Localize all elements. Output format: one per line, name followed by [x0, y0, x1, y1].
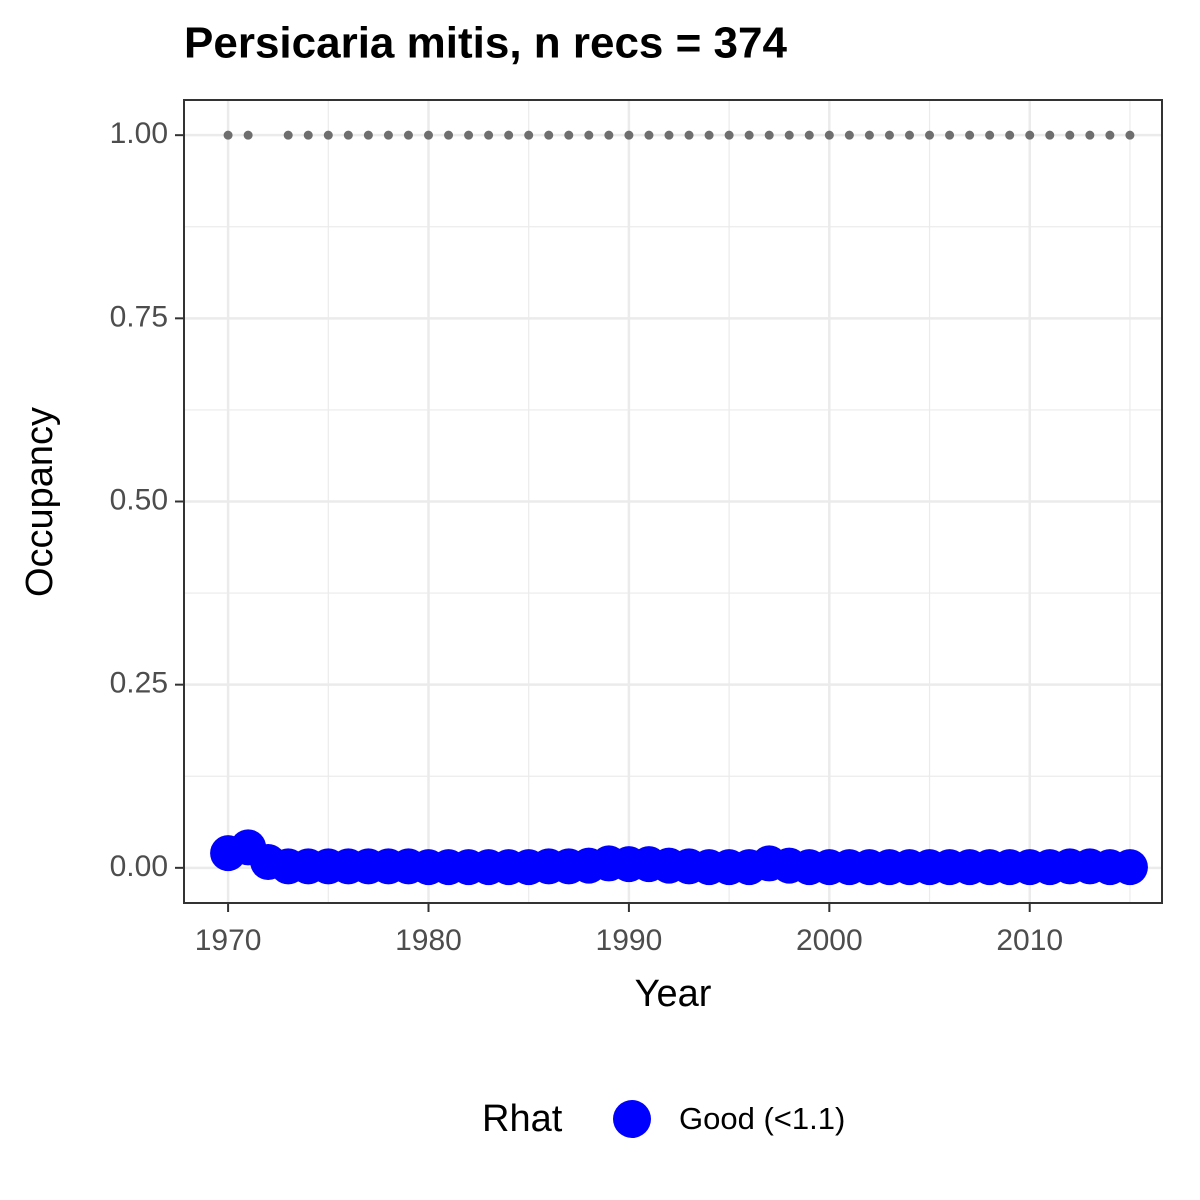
- record-dot: [1125, 130, 1135, 140]
- y-tick-label: 0.25: [110, 667, 168, 700]
- y-tick-label: 1.00: [110, 117, 168, 150]
- record-dot: [524, 130, 534, 140]
- record-dot: [824, 130, 834, 140]
- legend-title: Rhat: [482, 1098, 563, 1140]
- record-dot: [323, 130, 333, 140]
- record-dot: [363, 130, 373, 140]
- record-dot: [864, 130, 874, 140]
- x-tick-label: 1970: [195, 924, 262, 957]
- record-dot: [1005, 130, 1015, 140]
- data-point: [1111, 849, 1148, 886]
- record-dot: [804, 130, 814, 140]
- record-dot: [343, 130, 353, 140]
- record-dot: [624, 130, 634, 140]
- record-dot: [644, 130, 654, 140]
- y-tick-label: 0.00: [110, 850, 168, 883]
- x-tick-label: 2010: [996, 924, 1063, 957]
- x-tick-label: 2000: [796, 924, 863, 957]
- record-dot: [664, 130, 674, 140]
- record-dot: [283, 130, 293, 140]
- record-dot: [604, 130, 614, 140]
- record-dot: [504, 130, 514, 140]
- y-tick-label: 0.75: [110, 300, 168, 333]
- record-dot: [464, 130, 474, 140]
- record-dot: [1025, 130, 1035, 140]
- x-axis-label: Year: [635, 973, 712, 1015]
- record-dot: [243, 130, 253, 140]
- record-dot: [1105, 130, 1115, 140]
- legend-key: [613, 1100, 651, 1138]
- record-dot: [383, 130, 393, 140]
- record-dot: [223, 130, 233, 140]
- legend-label: Good (<1.1): [679, 1101, 845, 1136]
- record-dot: [764, 130, 774, 140]
- record-dot: [1045, 130, 1055, 140]
- record-dot: [724, 130, 734, 140]
- record-dot: [904, 130, 914, 140]
- record-dot: [424, 130, 433, 140]
- plot-border: [183, 99, 1163, 904]
- record-dot: [544, 130, 554, 140]
- record-dot: [444, 130, 454, 140]
- chart-title: Persicaria mitis, n recs = 374: [184, 19, 787, 68]
- record-dot: [884, 130, 894, 140]
- record-dot: [945, 130, 955, 140]
- record-dot: [564, 130, 574, 140]
- record-dot: [1065, 130, 1075, 140]
- y-tick-label: 0.50: [110, 483, 168, 516]
- record-dot: [584, 130, 594, 140]
- record-dot: [303, 130, 313, 140]
- x-tick-label: 1980: [395, 924, 462, 957]
- record-dot: [704, 130, 714, 140]
- record-dot: [744, 130, 754, 140]
- record-dot: [1085, 130, 1095, 140]
- y-axis-label: Occupancy: [19, 407, 61, 597]
- record-dot: [925, 130, 935, 140]
- record-dot: [844, 130, 854, 140]
- record-dot: [985, 130, 995, 140]
- record-dot: [484, 130, 494, 140]
- record-dot: [965, 130, 975, 140]
- record-dot: [684, 130, 694, 140]
- record-dot: [784, 130, 794, 140]
- record-dot: [403, 130, 413, 140]
- x-tick-label: 1990: [596, 924, 663, 957]
